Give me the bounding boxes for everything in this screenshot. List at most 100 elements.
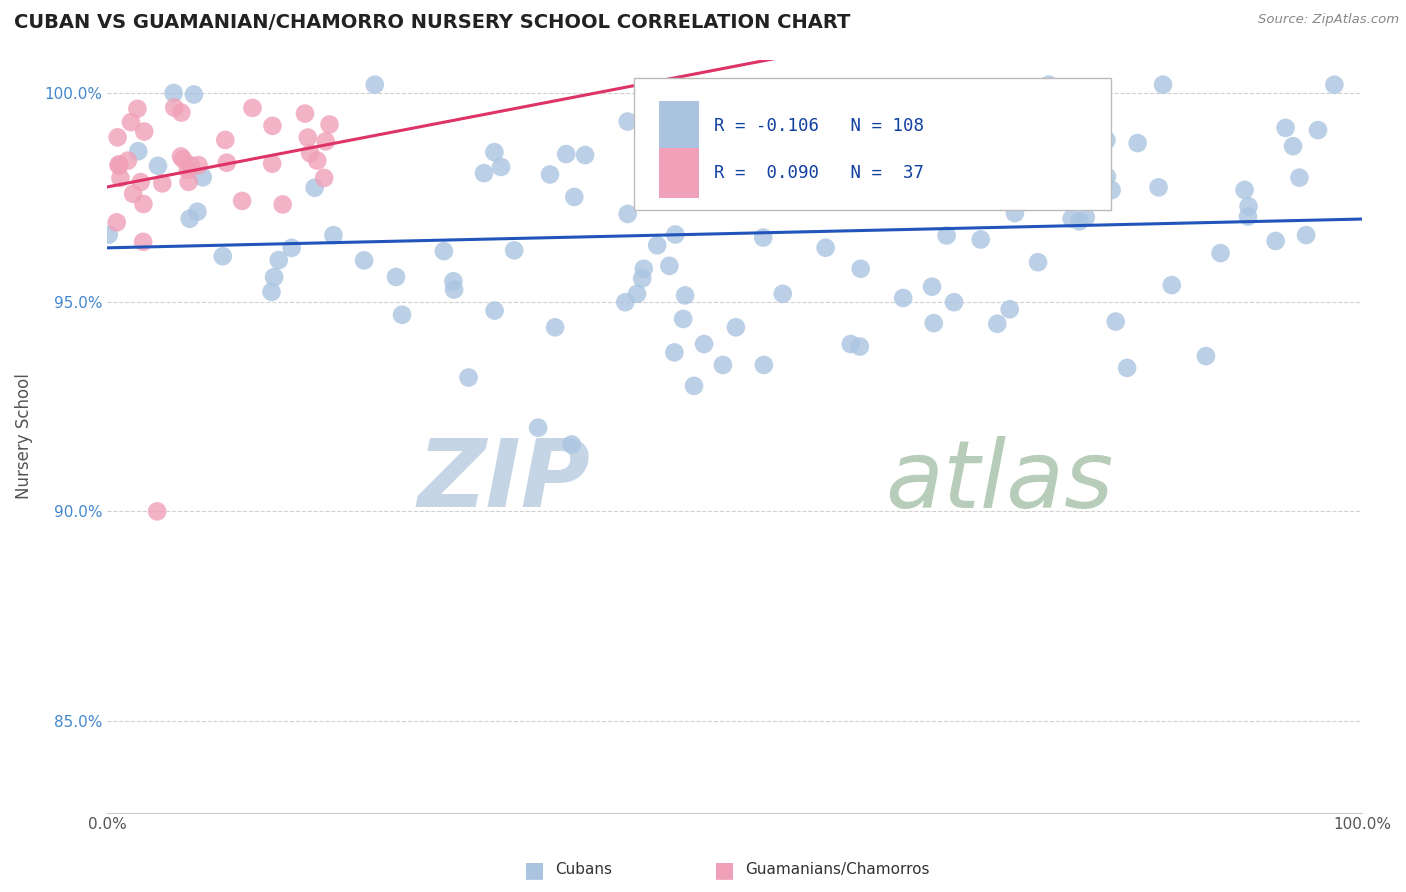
Point <box>544 320 567 334</box>
Point <box>616 114 638 128</box>
Point <box>457 370 479 384</box>
Point <box>1074 211 1097 225</box>
Text: Guamanians/Chamorros: Guamanians/Chamorros <box>745 863 929 877</box>
Point <box>484 145 506 160</box>
Point <box>1073 154 1095 169</box>
Point <box>527 420 550 434</box>
Point <box>183 87 205 102</box>
Point <box>631 271 654 285</box>
Point <box>180 158 202 172</box>
Point <box>433 244 456 259</box>
Point <box>995 116 1018 130</box>
Point <box>1237 210 1260 224</box>
Point <box>134 124 156 138</box>
FancyBboxPatch shape <box>659 148 699 198</box>
Point <box>146 504 169 518</box>
Point <box>242 101 264 115</box>
Point <box>307 153 329 168</box>
Text: ■: ■ <box>524 860 544 880</box>
Point <box>97 227 120 242</box>
Point <box>695 130 717 145</box>
Point <box>105 215 128 229</box>
Point <box>177 175 200 189</box>
Point <box>315 134 337 148</box>
Point <box>706 146 728 161</box>
Point <box>849 339 872 353</box>
Point <box>187 158 209 172</box>
Point <box>1050 193 1073 207</box>
Point <box>1126 136 1149 150</box>
Point <box>263 270 285 285</box>
Point <box>574 148 596 162</box>
Point <box>304 180 326 194</box>
Point <box>1264 234 1286 248</box>
Point <box>262 156 284 170</box>
Point <box>751 149 773 163</box>
Point <box>953 147 976 161</box>
Point <box>839 337 862 351</box>
Point <box>921 279 943 293</box>
Point <box>211 249 233 263</box>
Point <box>314 170 336 185</box>
Point <box>614 295 637 310</box>
Point <box>998 302 1021 317</box>
Point <box>127 145 149 159</box>
Point <box>299 146 322 161</box>
Point <box>664 227 686 242</box>
Point <box>231 194 253 208</box>
Point <box>1147 180 1170 194</box>
Point <box>922 316 945 330</box>
Point <box>693 337 716 351</box>
Point <box>1282 139 1305 153</box>
Point <box>672 312 695 326</box>
Point <box>127 102 149 116</box>
Point <box>943 295 966 310</box>
Point <box>1101 183 1123 197</box>
Point <box>260 285 283 299</box>
Point <box>1233 183 1256 197</box>
Point <box>294 106 316 120</box>
Point <box>441 274 464 288</box>
Point <box>1323 78 1346 92</box>
Point <box>262 119 284 133</box>
Point <box>1237 199 1260 213</box>
Text: Cubans: Cubans <box>555 863 613 877</box>
Point <box>754 191 776 205</box>
Point <box>772 286 794 301</box>
Point <box>163 100 186 114</box>
Point <box>107 130 129 145</box>
Point <box>969 232 991 246</box>
Point <box>170 105 193 120</box>
Point <box>561 437 583 451</box>
Point <box>186 204 208 219</box>
Text: ZIP: ZIP <box>418 435 591 527</box>
Point <box>935 228 957 243</box>
Point <box>555 147 578 161</box>
Point <box>1152 78 1174 92</box>
Point <box>322 228 344 243</box>
Point <box>353 253 375 268</box>
Point <box>108 157 131 171</box>
Point <box>986 317 1008 331</box>
Point <box>146 159 169 173</box>
Point <box>562 190 585 204</box>
Point <box>117 153 139 168</box>
Point <box>645 238 668 252</box>
Text: Source: ZipAtlas.com: Source: ZipAtlas.com <box>1258 13 1399 27</box>
Point <box>1095 133 1118 147</box>
Point <box>122 186 145 201</box>
Point <box>1209 246 1232 260</box>
Point <box>1116 360 1139 375</box>
Point <box>472 166 495 180</box>
Y-axis label: Nursery School: Nursery School <box>15 373 32 499</box>
Point <box>110 171 132 186</box>
Point <box>172 153 194 167</box>
Point <box>163 86 186 100</box>
Text: R =  0.090   N =  37: R = 0.090 N = 37 <box>714 164 924 182</box>
Point <box>129 175 152 189</box>
Point <box>1306 123 1329 137</box>
Point <box>489 160 512 174</box>
Point <box>271 197 294 211</box>
Point <box>538 168 561 182</box>
Point <box>814 241 837 255</box>
